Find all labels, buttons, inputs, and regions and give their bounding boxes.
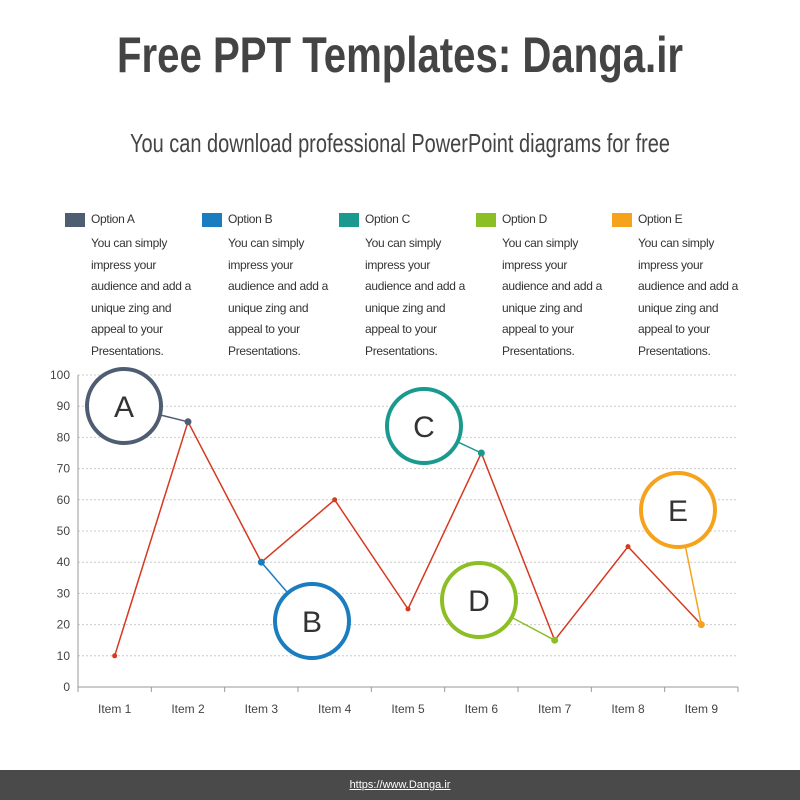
legend-text: You can simply impress your audience and… — [638, 236, 739, 358]
callout-connector — [159, 414, 189, 423]
callout-label: A — [114, 391, 134, 424]
x-tick-label: Item 5 — [391, 702, 425, 716]
subtitle: You can download professional PowerPoint… — [130, 128, 670, 158]
legend-swatch — [339, 213, 359, 227]
legend-swatch — [612, 213, 632, 227]
x-tick-label: Item 7 — [538, 702, 572, 716]
callout-point — [257, 558, 265, 566]
legend-name: Option D — [502, 212, 547, 226]
y-tick-label: 80 — [57, 430, 71, 444]
callout-circle — [85, 367, 163, 445]
callout-circle — [639, 471, 717, 549]
callout-label: B — [302, 606, 322, 639]
callout-label: E — [668, 495, 688, 528]
legend-text: You can simply impress your audience and… — [502, 236, 603, 358]
legend-name: Option C — [365, 212, 410, 226]
callout-circle — [273, 582, 351, 660]
x-tick-label: Item 9 — [685, 702, 719, 716]
y-tick-label: 60 — [57, 493, 71, 507]
data-point — [332, 497, 338, 503]
footer-link[interactable]: https://www.Danga.ir — [0, 770, 800, 800]
legend-text: You can simply impress your audience and… — [91, 236, 192, 358]
legend-text: You can simply impress your audience and… — [365, 236, 466, 358]
callout-connector — [684, 546, 703, 625]
y-tick-label: 30 — [57, 586, 71, 600]
legend-name: Option A — [91, 212, 135, 226]
y-tick-label: 100 — [50, 368, 70, 382]
legend-swatch — [202, 213, 222, 227]
callout-connector — [511, 616, 556, 641]
data-point — [112, 653, 118, 659]
callout-point — [477, 449, 485, 457]
title: Free PPT Templates: Danga.ir — [117, 27, 683, 83]
x-tick-label: Item 1 — [98, 702, 132, 716]
legend-swatch — [476, 213, 496, 227]
y-tick-label: 50 — [57, 524, 71, 538]
callout-label: C — [413, 411, 435, 444]
data-point — [405, 606, 411, 612]
y-tick-label: 10 — [57, 649, 71, 663]
legend-name: Option B — [228, 212, 273, 226]
y-tick-label: 20 — [57, 618, 71, 632]
legend-text: You can simply impress your audience and… — [228, 236, 329, 358]
y-tick-label: 90 — [57, 399, 71, 413]
y-tick-label: 70 — [57, 462, 71, 476]
legend-name: Option E — [638, 212, 683, 226]
y-tick-label: 0 — [63, 680, 70, 694]
y-tick-label: 40 — [57, 555, 71, 569]
callout-point — [697, 621, 705, 629]
callout-label: D — [468, 585, 490, 618]
chart: Free PPT Templates: Danga.ir You can dow… — [50, 27, 739, 716]
callout-connector — [457, 441, 482, 454]
legend-swatch — [65, 213, 85, 227]
x-tick-label: Item 2 — [171, 702, 205, 716]
x-tick-label: Item 3 — [245, 702, 279, 716]
callout-circle — [440, 561, 518, 639]
x-tick-label: Item 8 — [611, 702, 645, 716]
data-point — [625, 544, 631, 550]
callout-point — [184, 418, 192, 426]
callout-connector — [260, 561, 289, 594]
x-tick-label: Item 4 — [318, 702, 352, 716]
x-tick-label: Item 6 — [465, 702, 499, 716]
callout-circle — [385, 387, 463, 465]
callout-point — [551, 636, 559, 644]
